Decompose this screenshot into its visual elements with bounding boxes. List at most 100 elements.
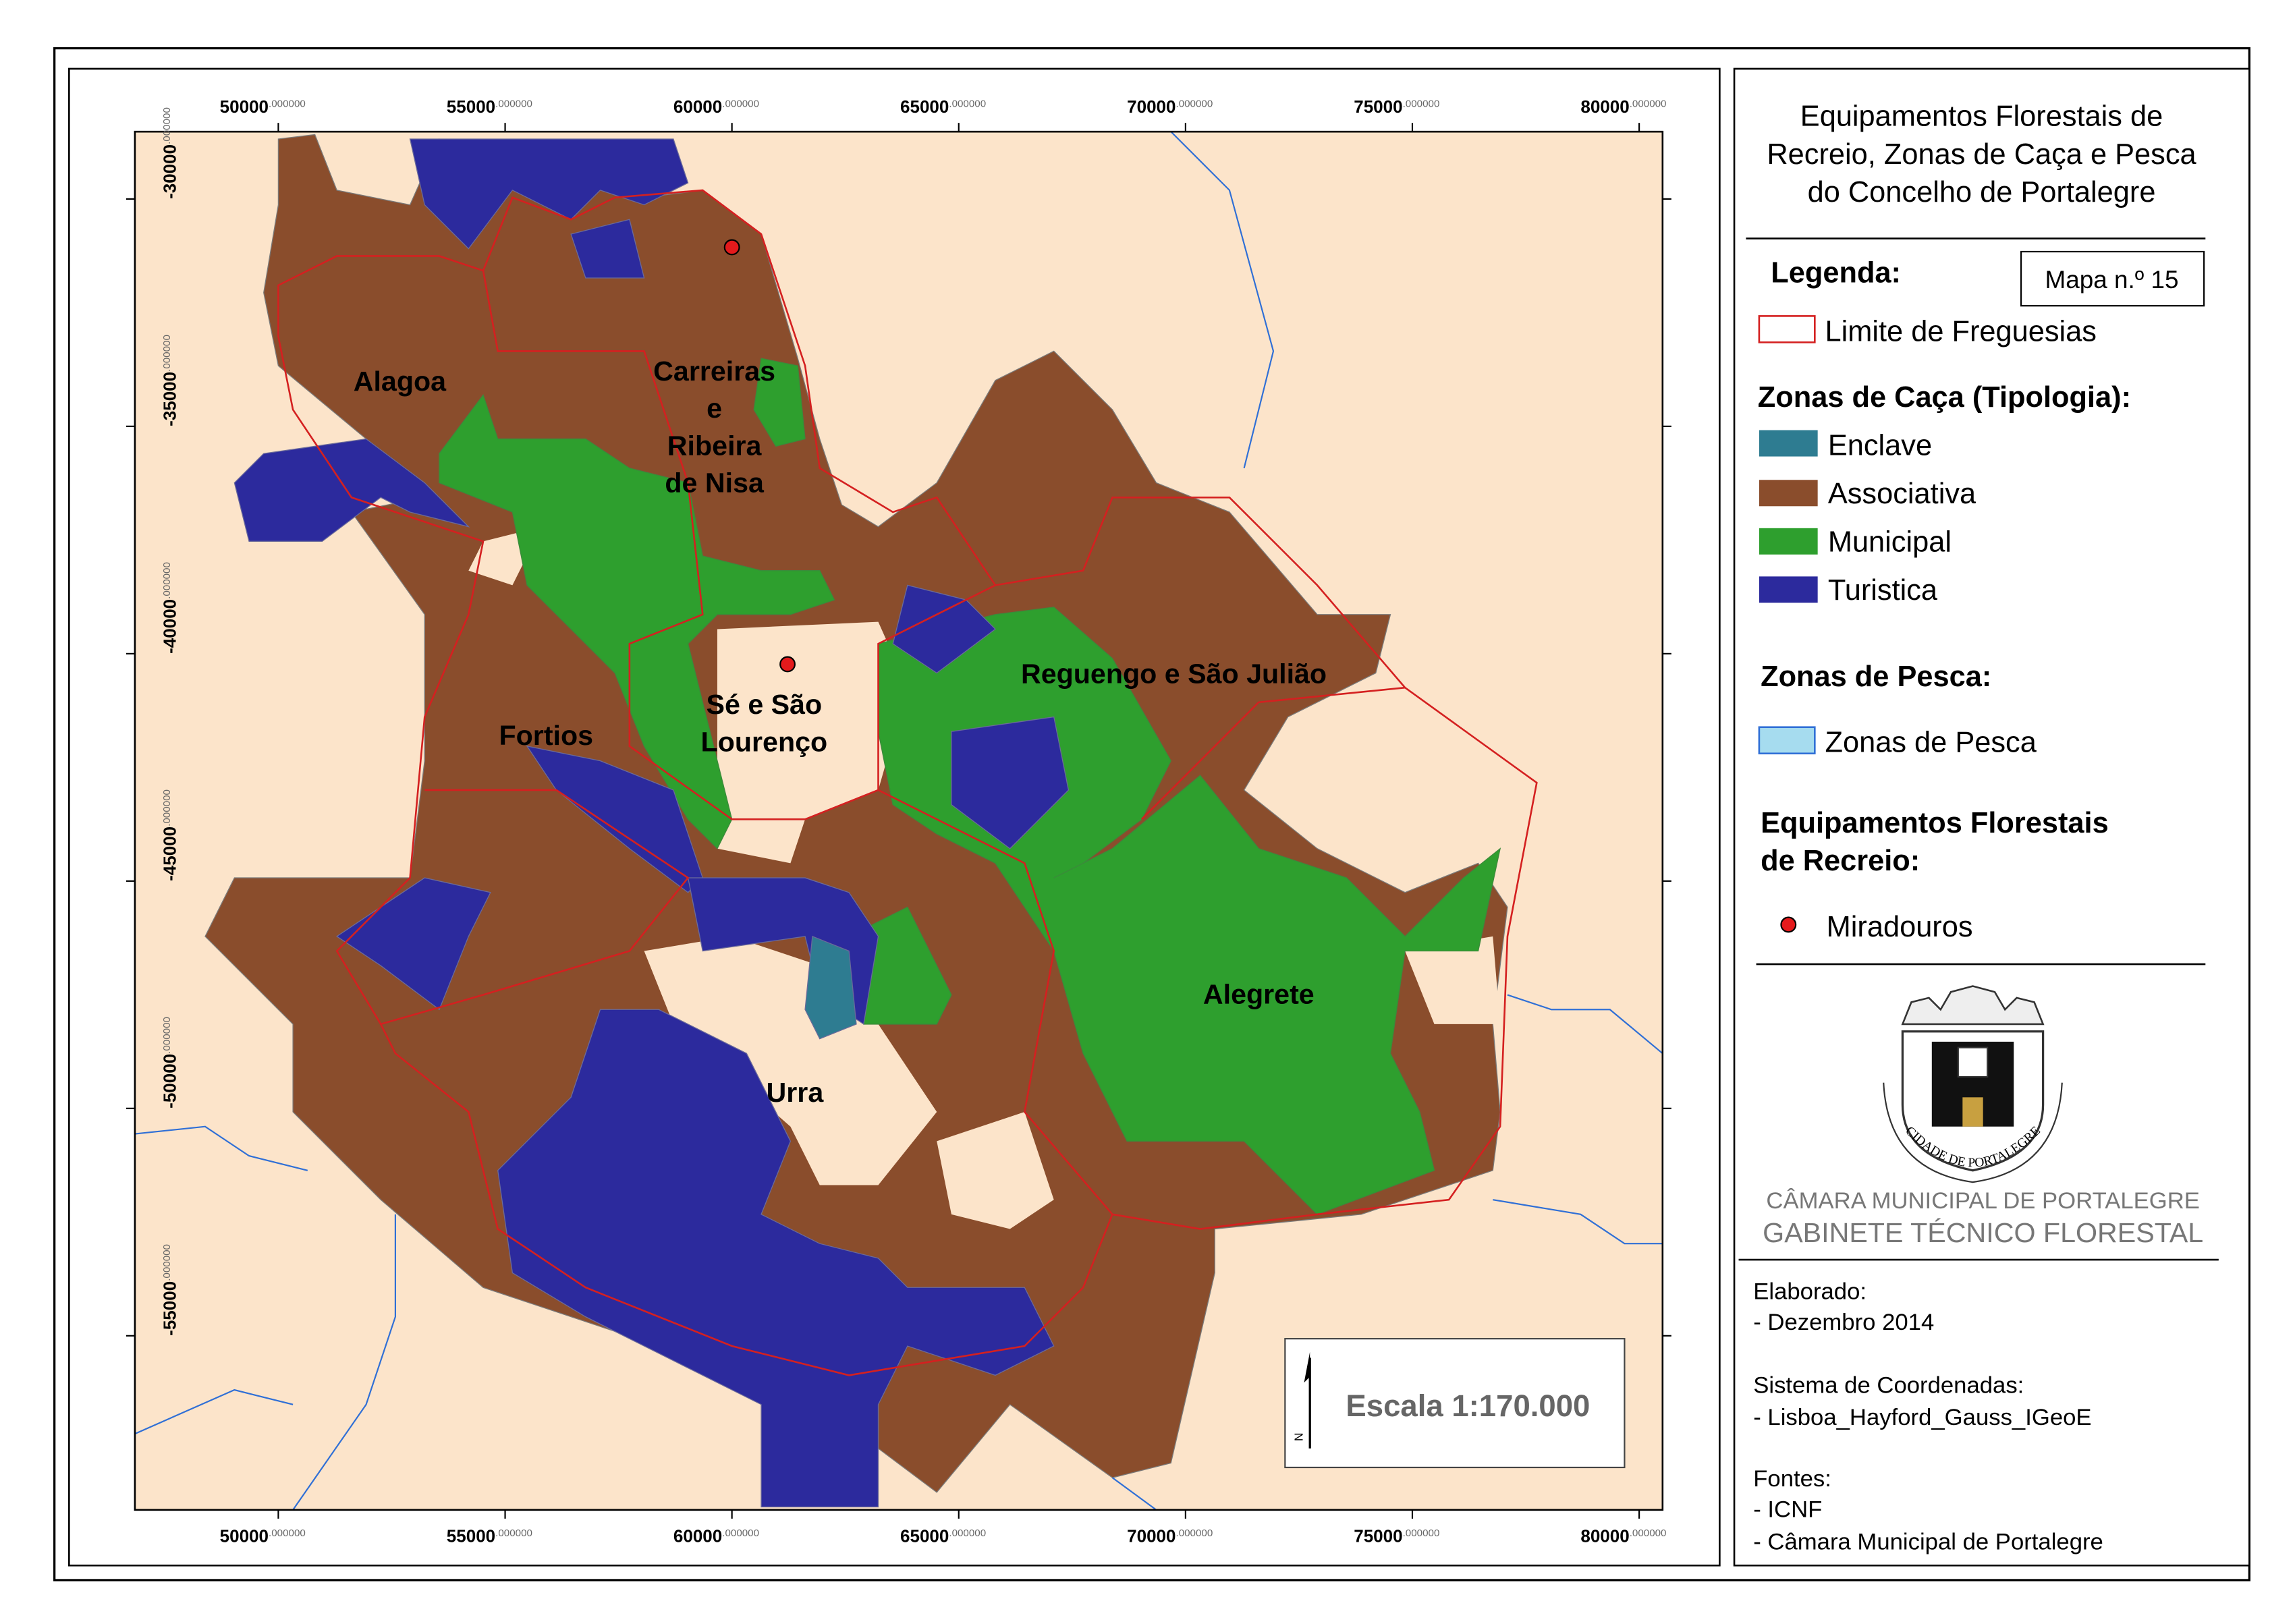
turistica-zone: [335, 877, 491, 1011]
tick-label: -40000.000000: [160, 562, 180, 654]
organization: CÂMARA MUNICIPAL DE PORTALEGRE: [1766, 1187, 2199, 1214]
tick-decimals: .000000: [1403, 98, 1440, 109]
tick-decimals: .000000: [722, 98, 759, 109]
place-label: Fortios: [499, 720, 593, 751]
footer-detail: - Câmara Municipal de Portalegre: [1753, 1529, 2103, 1555]
footer-detail: - Dezembro 2014: [1753, 1310, 1934, 1335]
river: [1507, 994, 1663, 1055]
tick-label: 80000.000000: [1580, 1526, 1666, 1546]
tick-main: 60000: [673, 96, 722, 117]
turistica-zone: [892, 584, 996, 674]
tick-label: 80000.000000: [1580, 96, 1666, 117]
parish-boundary: [277, 189, 1538, 1376]
legend-heading: Zonas de Pesca:: [1761, 661, 1991, 693]
place-label: Alegrete: [1203, 979, 1315, 1010]
tick-label: 65000.000000: [900, 1526, 986, 1546]
emblem-ribbon: [1883, 1082, 2063, 1183]
place-label: Sé e São: [707, 689, 823, 720]
tick-main: 55000: [447, 96, 495, 117]
tick-main: -35000: [160, 372, 180, 426]
tick-main: 55000: [447, 1526, 495, 1546]
place-label: Urra: [767, 1077, 825, 1108]
tick-main: -55000: [160, 1281, 180, 1336]
tick-decimals: .000000: [1176, 1528, 1213, 1539]
tick-decimals: .000000: [161, 562, 173, 599]
map-number: Mapa n.º 15: [2045, 266, 2179, 293]
tick-label: -45000.000000: [160, 789, 180, 881]
place-labels: Alagoa Carreiras e Ribeira de Nisa Sé e São Lo…: [354, 356, 1327, 1108]
title-line: do Concelho de Portalegre: [1808, 176, 2156, 208]
place-label: Alagoa: [354, 366, 447, 397]
turistica-zone: [409, 138, 689, 250]
place-label: Carreiras: [653, 356, 775, 387]
tick-decimals: .000000: [269, 1528, 306, 1539]
legend-heading: Zonas de Caça (Tipologia):: [1758, 381, 2131, 414]
tick-decimals: .000000: [495, 98, 532, 109]
boundary-swatch: [1758, 315, 1816, 343]
tick-label: 50000.000000: [220, 96, 306, 117]
unzoned-area: [644, 936, 937, 1185]
legend-heading: Equipamentos Florestais: [1761, 807, 2109, 839]
footer-detail: Elaborado:: [1753, 1279, 1867, 1305]
tick-label: -35000.000000: [160, 335, 180, 426]
tick-decimals: .000000: [161, 107, 173, 144]
tick-main: -45000: [160, 827, 180, 881]
tick-decimals: .000000: [949, 1528, 986, 1539]
tick-label: 75000.000000: [1354, 1526, 1439, 1546]
legend-item: Enclave: [1828, 429, 1932, 461]
scale-box: [1284, 1338, 1626, 1469]
tick-label: 70000.000000: [1127, 96, 1213, 117]
title-line: Equipamentos Florestais de: [1800, 100, 2163, 132]
parish-boundary: [1140, 686, 1406, 820]
place-label: e: [707, 393, 722, 424]
parish-boundary: [482, 270, 996, 820]
tick-label: 70000.000000: [1127, 1526, 1213, 1546]
tick-main: 50000: [220, 96, 269, 117]
turistica-zone: [497, 1009, 1055, 1508]
tick-label: 55000.000000: [447, 96, 532, 117]
legend-heading: de Recreio:: [1761, 845, 1920, 877]
turistica-zone: [951, 716, 1070, 849]
legend-heading: Legenda:: [1771, 257, 1901, 289]
title-line: Recreio, Zonas de Caça e Pesca: [1767, 138, 2196, 171]
parish-boundary: [380, 789, 690, 1026]
municipal-zone: [753, 358, 806, 447]
tick-decimals: .000000: [1630, 98, 1667, 109]
tick-decimals: .000000: [1630, 1528, 1667, 1539]
unzoned-area: [937, 1112, 1054, 1229]
emblem-crown: [1901, 985, 2045, 1026]
legend-frame: [1733, 67, 2250, 1567]
tick-decimals: .000000: [722, 1528, 759, 1539]
emblem-arms: [1957, 1046, 1989, 1078]
tick-decimals: .000000: [161, 1017, 173, 1054]
river: [1493, 1199, 1663, 1245]
tick-label: -30000.000000: [160, 107, 180, 199]
turistica-zone: [570, 219, 645, 279]
river: [292, 1214, 396, 1511]
tick-label: 50000.000000: [220, 1526, 306, 1546]
office: GABINETE TÉCNICO FLORESTAL: [1763, 1217, 2203, 1248]
tick-label: -55000.000000: [160, 1244, 180, 1336]
river: [1170, 131, 1275, 469]
footer-detail: - Lisboa_Hayford_Gauss_IGeoE: [1753, 1405, 2091, 1430]
map-panel-frame: [68, 67, 1721, 1567]
enclave-swatch: [1759, 430, 1818, 457]
tick-main: 80000: [1580, 96, 1629, 117]
tick-decimals: .000000: [161, 1244, 173, 1281]
miradouro-swatch: [1780, 916, 1797, 933]
turistica-swatch: [1759, 576, 1818, 603]
enclave-zone: [804, 935, 857, 1040]
tick-main: 70000: [1127, 96, 1176, 117]
footer-detail: Fontes:: [1753, 1466, 1831, 1492]
tick-main: 65000: [900, 96, 949, 117]
map-number-box: [2020, 250, 2205, 307]
river: [134, 1389, 294, 1435]
tick-decimals: .000000: [949, 98, 986, 109]
associativa-swatch: [1759, 480, 1818, 507]
miradouro: [723, 239, 740, 256]
map-frame: [134, 130, 1664, 1511]
tick-label: 60000.000000: [673, 1526, 759, 1546]
unzoned-area: [717, 621, 908, 864]
